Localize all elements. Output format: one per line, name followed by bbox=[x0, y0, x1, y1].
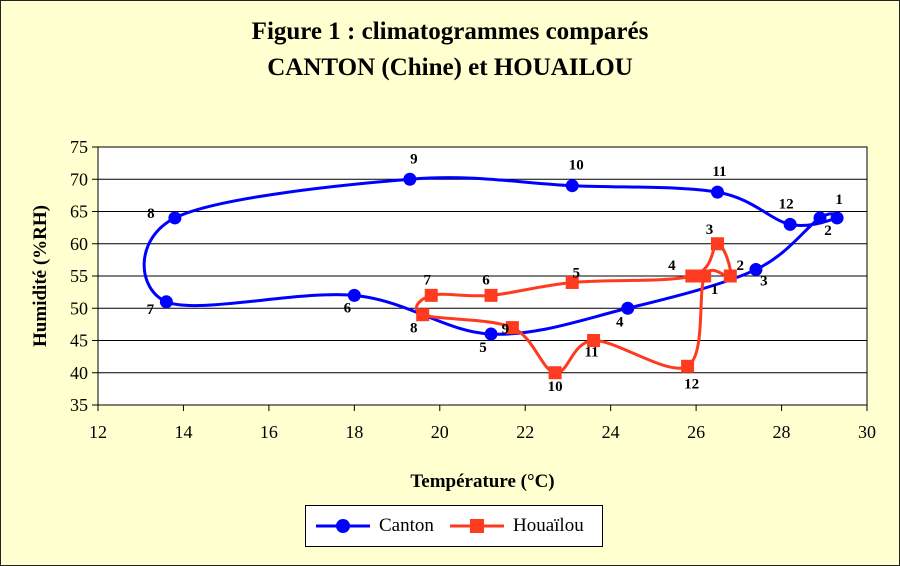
data-label-canton-3: 3 bbox=[760, 274, 768, 290]
legend-swatch-canton bbox=[316, 519, 370, 533]
x-tick-label-14: 14 bbox=[174, 422, 192, 442]
data-point-houailou-4 bbox=[685, 269, 699, 283]
y-tick-label-60: 60 bbox=[70, 234, 88, 254]
data-label-houailou-10: 10 bbox=[548, 379, 563, 395]
legend-label-houailou: Houaïlou bbox=[513, 515, 584, 536]
legend: Canton Houaïlou bbox=[305, 505, 603, 547]
data-label-canton-12: 12 bbox=[779, 196, 794, 212]
y-tick-label-55: 55 bbox=[70, 266, 88, 286]
x-tick-label-28: 28 bbox=[773, 422, 791, 442]
data-point-canton-8 bbox=[168, 211, 182, 225]
data-label-canton-4: 4 bbox=[616, 314, 624, 330]
data-label-canton-1: 1 bbox=[835, 192, 843, 208]
x-tick-label-22: 22 bbox=[516, 422, 534, 442]
chart-title-line-1: Figure 1 : climatogrammes comparés bbox=[251, 18, 649, 45]
data-point-houailou-8 bbox=[416, 308, 430, 322]
y-tick-label-50: 50 bbox=[70, 298, 88, 318]
data-point-canton-11 bbox=[710, 185, 724, 199]
data-point-houailou-6 bbox=[484, 288, 498, 302]
data-point-houailou-3 bbox=[710, 237, 724, 251]
data-label-houailou-9: 9 bbox=[502, 322, 510, 338]
data-label-houailou-7: 7 bbox=[423, 272, 431, 288]
data-label-houailou-3: 3 bbox=[706, 222, 714, 238]
data-point-canton-2 bbox=[813, 211, 827, 225]
data-point-canton-6 bbox=[347, 288, 361, 302]
data-point-houailou-7 bbox=[424, 288, 438, 302]
data-point-canton-5 bbox=[484, 327, 498, 341]
y-tick-label-40: 40 bbox=[70, 363, 88, 383]
chart-title-line-2: CANTON (Chine) et HOUAILOU bbox=[267, 54, 633, 81]
data-label-houailou-4: 4 bbox=[668, 258, 676, 274]
data-point-houailou-1 bbox=[698, 269, 712, 283]
x-tick-label-24: 24 bbox=[602, 422, 620, 442]
data-point-houailou-11 bbox=[587, 334, 601, 347]
y-tick-label-65: 65 bbox=[70, 202, 88, 222]
data-label-houailou-12: 12 bbox=[684, 376, 699, 392]
y-axis-title: Humidité (%RH) bbox=[30, 205, 51, 347]
x-axis-title: Température (°C) bbox=[410, 471, 554, 492]
x-tick-label-30: 30 bbox=[858, 422, 876, 442]
data-label-canton-6: 6 bbox=[344, 300, 352, 316]
legend-label-canton: Canton bbox=[379, 515, 434, 536]
y-tick-label-75: 75 bbox=[70, 137, 88, 157]
data-label-canton-5: 5 bbox=[479, 340, 487, 356]
legend-swatch-houailou bbox=[450, 519, 504, 533]
data-point-canton-7 bbox=[159, 295, 173, 309]
data-label-houailou-2: 2 bbox=[737, 258, 745, 274]
data-point-canton-12 bbox=[783, 217, 797, 231]
x-tick-label-18: 18 bbox=[345, 422, 363, 442]
data-point-houailou-5 bbox=[565, 275, 579, 289]
x-tick-label-20: 20 bbox=[431, 422, 449, 442]
data-point-canton-10 bbox=[565, 179, 579, 193]
data-label-houailou-1: 1 bbox=[711, 282, 719, 298]
data-label-canton-2: 2 bbox=[824, 223, 832, 239]
data-label-canton-9: 9 bbox=[410, 151, 418, 167]
data-point-houailou-9 bbox=[505, 321, 519, 335]
data-point-canton-3 bbox=[749, 263, 763, 277]
y-tick-label-70: 70 bbox=[70, 169, 88, 189]
y-tick-label-45: 45 bbox=[70, 331, 88, 351]
data-label-canton-8: 8 bbox=[147, 206, 155, 222]
x-tick-label-12: 12 bbox=[89, 422, 107, 442]
data-point-canton-1 bbox=[830, 211, 844, 225]
data-point-houailou-12 bbox=[681, 359, 695, 373]
data-label-canton-11: 11 bbox=[712, 164, 726, 180]
data-label-canton-7: 7 bbox=[147, 302, 155, 318]
data-label-houailou-8: 8 bbox=[410, 321, 418, 337]
y-tick-label-35: 35 bbox=[70, 395, 88, 415]
x-tick-label-26: 26 bbox=[687, 422, 705, 442]
data-point-canton-4 bbox=[621, 301, 635, 315]
data-label-houailou-5: 5 bbox=[572, 265, 580, 281]
x-tick-label-16: 16 bbox=[260, 422, 278, 442]
data-label-houailou-11: 11 bbox=[584, 345, 598, 361]
data-point-houailou-10 bbox=[548, 366, 562, 380]
data-point-canton-9 bbox=[403, 172, 417, 186]
data-label-houailou-6: 6 bbox=[482, 272, 490, 288]
data-label-canton-10: 10 bbox=[569, 158, 584, 174]
legend-item-canton: Canton bbox=[314, 506, 454, 546]
chart-title: Figure 1 : climatogrammes comparés CANTO… bbox=[0, 14, 900, 86]
data-point-houailou-2 bbox=[723, 269, 737, 283]
legend-item-houailou: Houaïlou bbox=[448, 506, 598, 546]
